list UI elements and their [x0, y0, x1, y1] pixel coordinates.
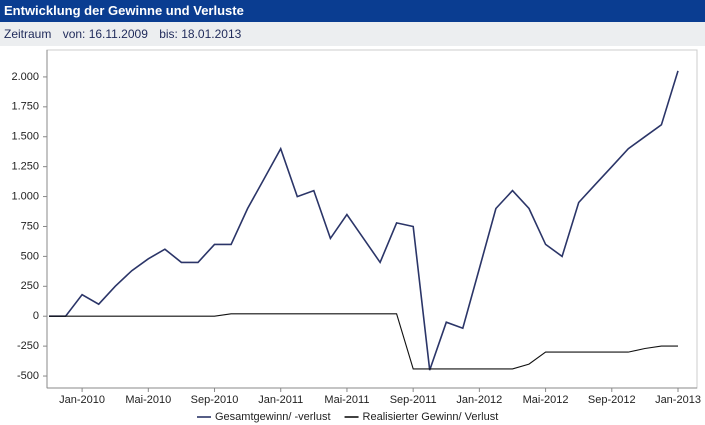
y-tick-label: 1.250: [11, 161, 39, 173]
series-line: [49, 313, 678, 370]
series-line: [49, 70, 679, 371]
plot-border: [46, 49, 698, 389]
y-tick-label: 1.750: [11, 101, 39, 113]
y-tick-label: 1.000: [11, 190, 39, 202]
period-label: Zeitraum: [4, 27, 52, 41]
legend-label: Gesamtgewinn/ -verlust: [215, 411, 331, 423]
period-bar: Zeitraum von: 16.11.2009 bis: 18.01.2013: [0, 22, 705, 46]
y-tick-label: 750: [21, 220, 39, 232]
y-tick-label: 2.000: [11, 71, 39, 83]
x-tick-label: Mai-2011: [324, 394, 369, 406]
y-tick-label: 250: [21, 280, 39, 292]
x-tick-label: Mai-2012: [523, 394, 569, 406]
x-tick-label: Jan-2011: [258, 394, 303, 406]
y-tick-label: 1.500: [11, 131, 39, 143]
y-tick-label: 0: [33, 310, 39, 322]
y-tick-label: -500: [17, 370, 39, 382]
x-tick-label: Mai-2010: [125, 394, 171, 406]
x-tick-label: Sep-2010: [191, 394, 239, 406]
legend-label: Realisierter Gewinn/ Verlust: [363, 411, 499, 423]
period-to: bis: 18.01.2013: [159, 27, 242, 41]
header-title: Entwicklung der Gewinne und Verluste: [0, 0, 705, 22]
chart: -500 -250 0 250 500 750 1.000 1.250 1.500 1.750 2.…: [11, 49, 701, 423]
x-tick-label: Sep-2011: [390, 394, 437, 406]
x-tick-label: Jan-2010: [59, 394, 105, 406]
x-tick-label: Jan-2013: [655, 394, 701, 406]
x-tick-label: Jan-2012: [456, 394, 502, 406]
y-tick-label: 500: [21, 250, 39, 262]
x-tick-label: Sep-2012: [588, 394, 636, 406]
y-tick-label: -250: [17, 340, 39, 352]
period-from: von: 16.11.2009: [62, 27, 148, 41]
